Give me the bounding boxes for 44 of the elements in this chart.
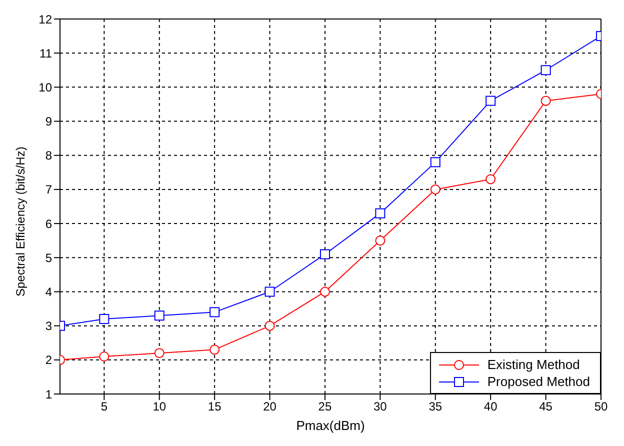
point bbox=[540, 96, 551, 106]
point bbox=[430, 184, 440, 194]
x-tick-label: 35 bbox=[428, 400, 442, 414]
y-tick-label: 6 bbox=[45, 216, 52, 231]
y-tick-label: 7 bbox=[45, 182, 52, 197]
point bbox=[154, 310, 164, 321]
x-tick-label: 15 bbox=[208, 400, 222, 414]
legend-label: Existing Method bbox=[487, 357, 580, 372]
x-tick-label: 40 bbox=[484, 400, 498, 414]
point bbox=[320, 286, 330, 297]
point bbox=[154, 348, 164, 358]
y-tick-label: 1 bbox=[45, 387, 52, 402]
point bbox=[210, 307, 220, 318]
point bbox=[375, 236, 386, 246]
x-tick-label: 50 bbox=[594, 400, 608, 414]
x-tick-label: 20 bbox=[263, 400, 277, 414]
y-tick-label: 4 bbox=[45, 284, 52, 299]
y-tick-label: 11 bbox=[40, 46, 52, 60]
x-tick-label: 25 bbox=[318, 400, 332, 414]
y-tick-label: 12 bbox=[38, 12, 52, 26]
x-axis-title: Pmax(dBm) bbox=[296, 418, 365, 433]
point bbox=[486, 96, 496, 106]
point bbox=[210, 344, 220, 355]
point bbox=[320, 249, 330, 260]
x-tick-label: 45 bbox=[539, 400, 553, 414]
y-tick-label: 3 bbox=[45, 319, 52, 334]
point bbox=[430, 157, 440, 168]
y-tick-label: 9 bbox=[45, 114, 52, 129]
point bbox=[486, 174, 496, 184]
point bbox=[375, 208, 386, 218]
point bbox=[99, 314, 110, 324]
point bbox=[264, 320, 275, 331]
y-tick-label: 8 bbox=[45, 148, 52, 163]
y-axis-title: Spectral Efficiency (bit/s/Hz) bbox=[13, 146, 28, 296]
legend-label: Proposed Method bbox=[487, 374, 590, 389]
y-tick-label: 2 bbox=[45, 353, 52, 368]
point bbox=[99, 352, 110, 362]
point bbox=[264, 286, 275, 297]
x-tick-label: 30 bbox=[374, 400, 388, 414]
x-tick-label: 5 bbox=[100, 400, 108, 414]
y-tick-label: 10 bbox=[38, 80, 52, 94]
point bbox=[540, 65, 551, 76]
y-tick-label: 5 bbox=[45, 250, 52, 265]
x-tick-label: 10 bbox=[152, 400, 166, 414]
